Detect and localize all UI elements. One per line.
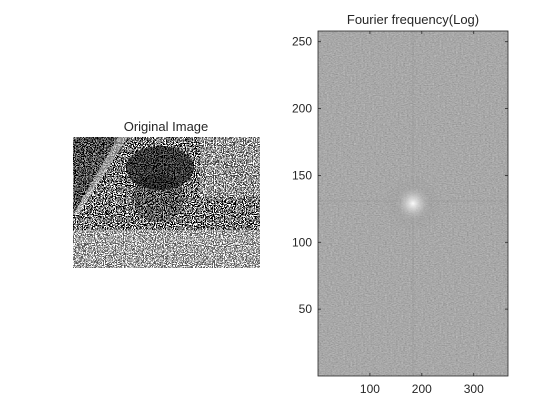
- x-tick-label: 100: [360, 382, 380, 396]
- fourier-title: Fourier frequency(Log): [347, 12, 479, 27]
- x-tick-label: 300: [464, 382, 484, 396]
- fourier-spectrum-image: [318, 31, 508, 376]
- fourier-ticks: 100 200 300 50 100 150 200 250: [292, 31, 508, 396]
- x-tick-label: 200: [412, 382, 432, 396]
- fourier-panel: Fourier frequency(Log) 100 200 300 50 100 150…: [292, 12, 509, 396]
- original-image-panel: Original Image: [73, 119, 260, 268]
- dc-component-glow: [385, 175, 441, 232]
- y-tick-label: 50: [299, 302, 313, 316]
- y-tick-label: 100: [292, 235, 312, 249]
- y-tick-label: 200: [292, 102, 312, 116]
- y-tick-label: 150: [292, 168, 312, 182]
- y-tick-label: 250: [292, 35, 312, 49]
- original-image: [73, 137, 260, 268]
- fourier-axes-box: [317, 30, 509, 377]
- original-image-title: Original Image: [124, 119, 209, 134]
